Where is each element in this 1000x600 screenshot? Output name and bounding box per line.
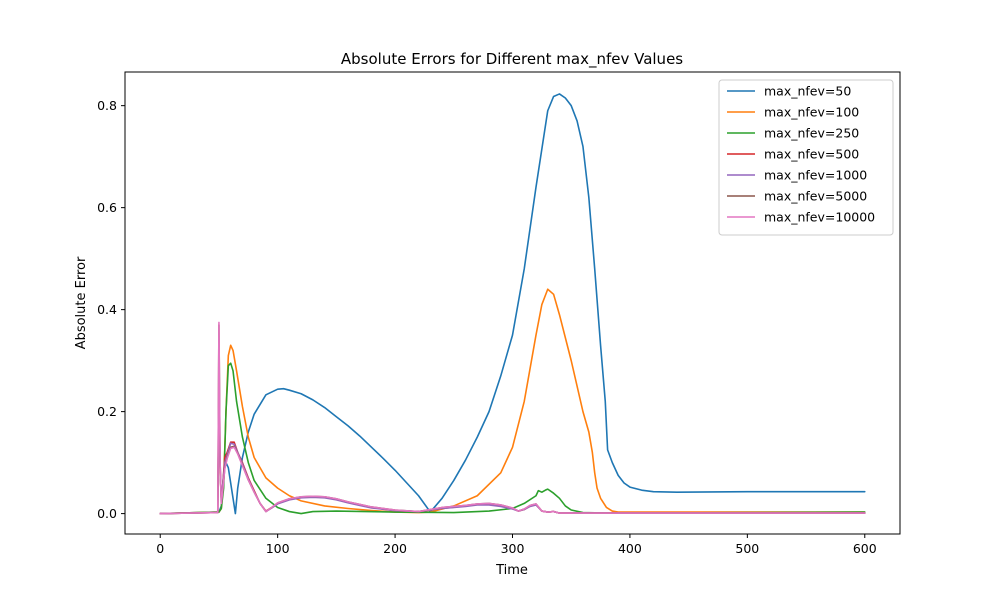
legend-box: [718, 79, 894, 236]
legend-label: max_nfev=250: [764, 126, 859, 141]
series-line-2: [159, 362, 866, 515]
series-line-6: [159, 321, 866, 515]
x-tick-label: 0: [156, 541, 164, 556]
y-tick-label: 0.0: [97, 506, 117, 521]
y-tick-label: 0.8: [97, 98, 117, 113]
series-line-1: [159, 288, 866, 515]
y-tick-label: 0.6: [97, 200, 117, 215]
y-tick-label: 0.4: [97, 302, 117, 317]
x-tick-label: 200: [383, 541, 407, 556]
legend-label: max_nfev=10000: [764, 210, 875, 225]
y-axis: 0.0 0.2 0.4 0.6 0.8: [97, 98, 125, 521]
x-tick-label: 600: [853, 541, 877, 556]
y-axis-label: Absolute Error: [74, 256, 89, 349]
legend-label: max_nfev=500: [764, 147, 859, 162]
x-tick-label: 500: [735, 541, 759, 556]
plot-area: [159, 93, 866, 515]
chart-title: Absolute Errors for Different max_nfev V…: [341, 50, 683, 69]
legend-label: max_nfev=50: [764, 84, 851, 99]
legend-label: max_nfev=1000: [764, 168, 867, 183]
y-tick-label: 0.2: [97, 404, 117, 419]
legend: max_nfev=50 max_nfev=100 max_nfev=250 max_n…: [718, 79, 894, 236]
series-line-4: [159, 385, 866, 515]
series-line-0: [159, 93, 866, 515]
legend-label: max_nfev=5000: [764, 189, 867, 204]
series-lines: [159, 93, 866, 515]
x-axis: 0 100 200 300 400 500 600: [156, 534, 877, 556]
legend-label: max_nfev=100: [764, 105, 859, 120]
x-tick-label: 100: [266, 541, 290, 556]
x-tick-label: 400: [618, 541, 642, 556]
x-axis-label: Time: [495, 563, 528, 578]
x-tick-label: 300: [501, 541, 525, 556]
